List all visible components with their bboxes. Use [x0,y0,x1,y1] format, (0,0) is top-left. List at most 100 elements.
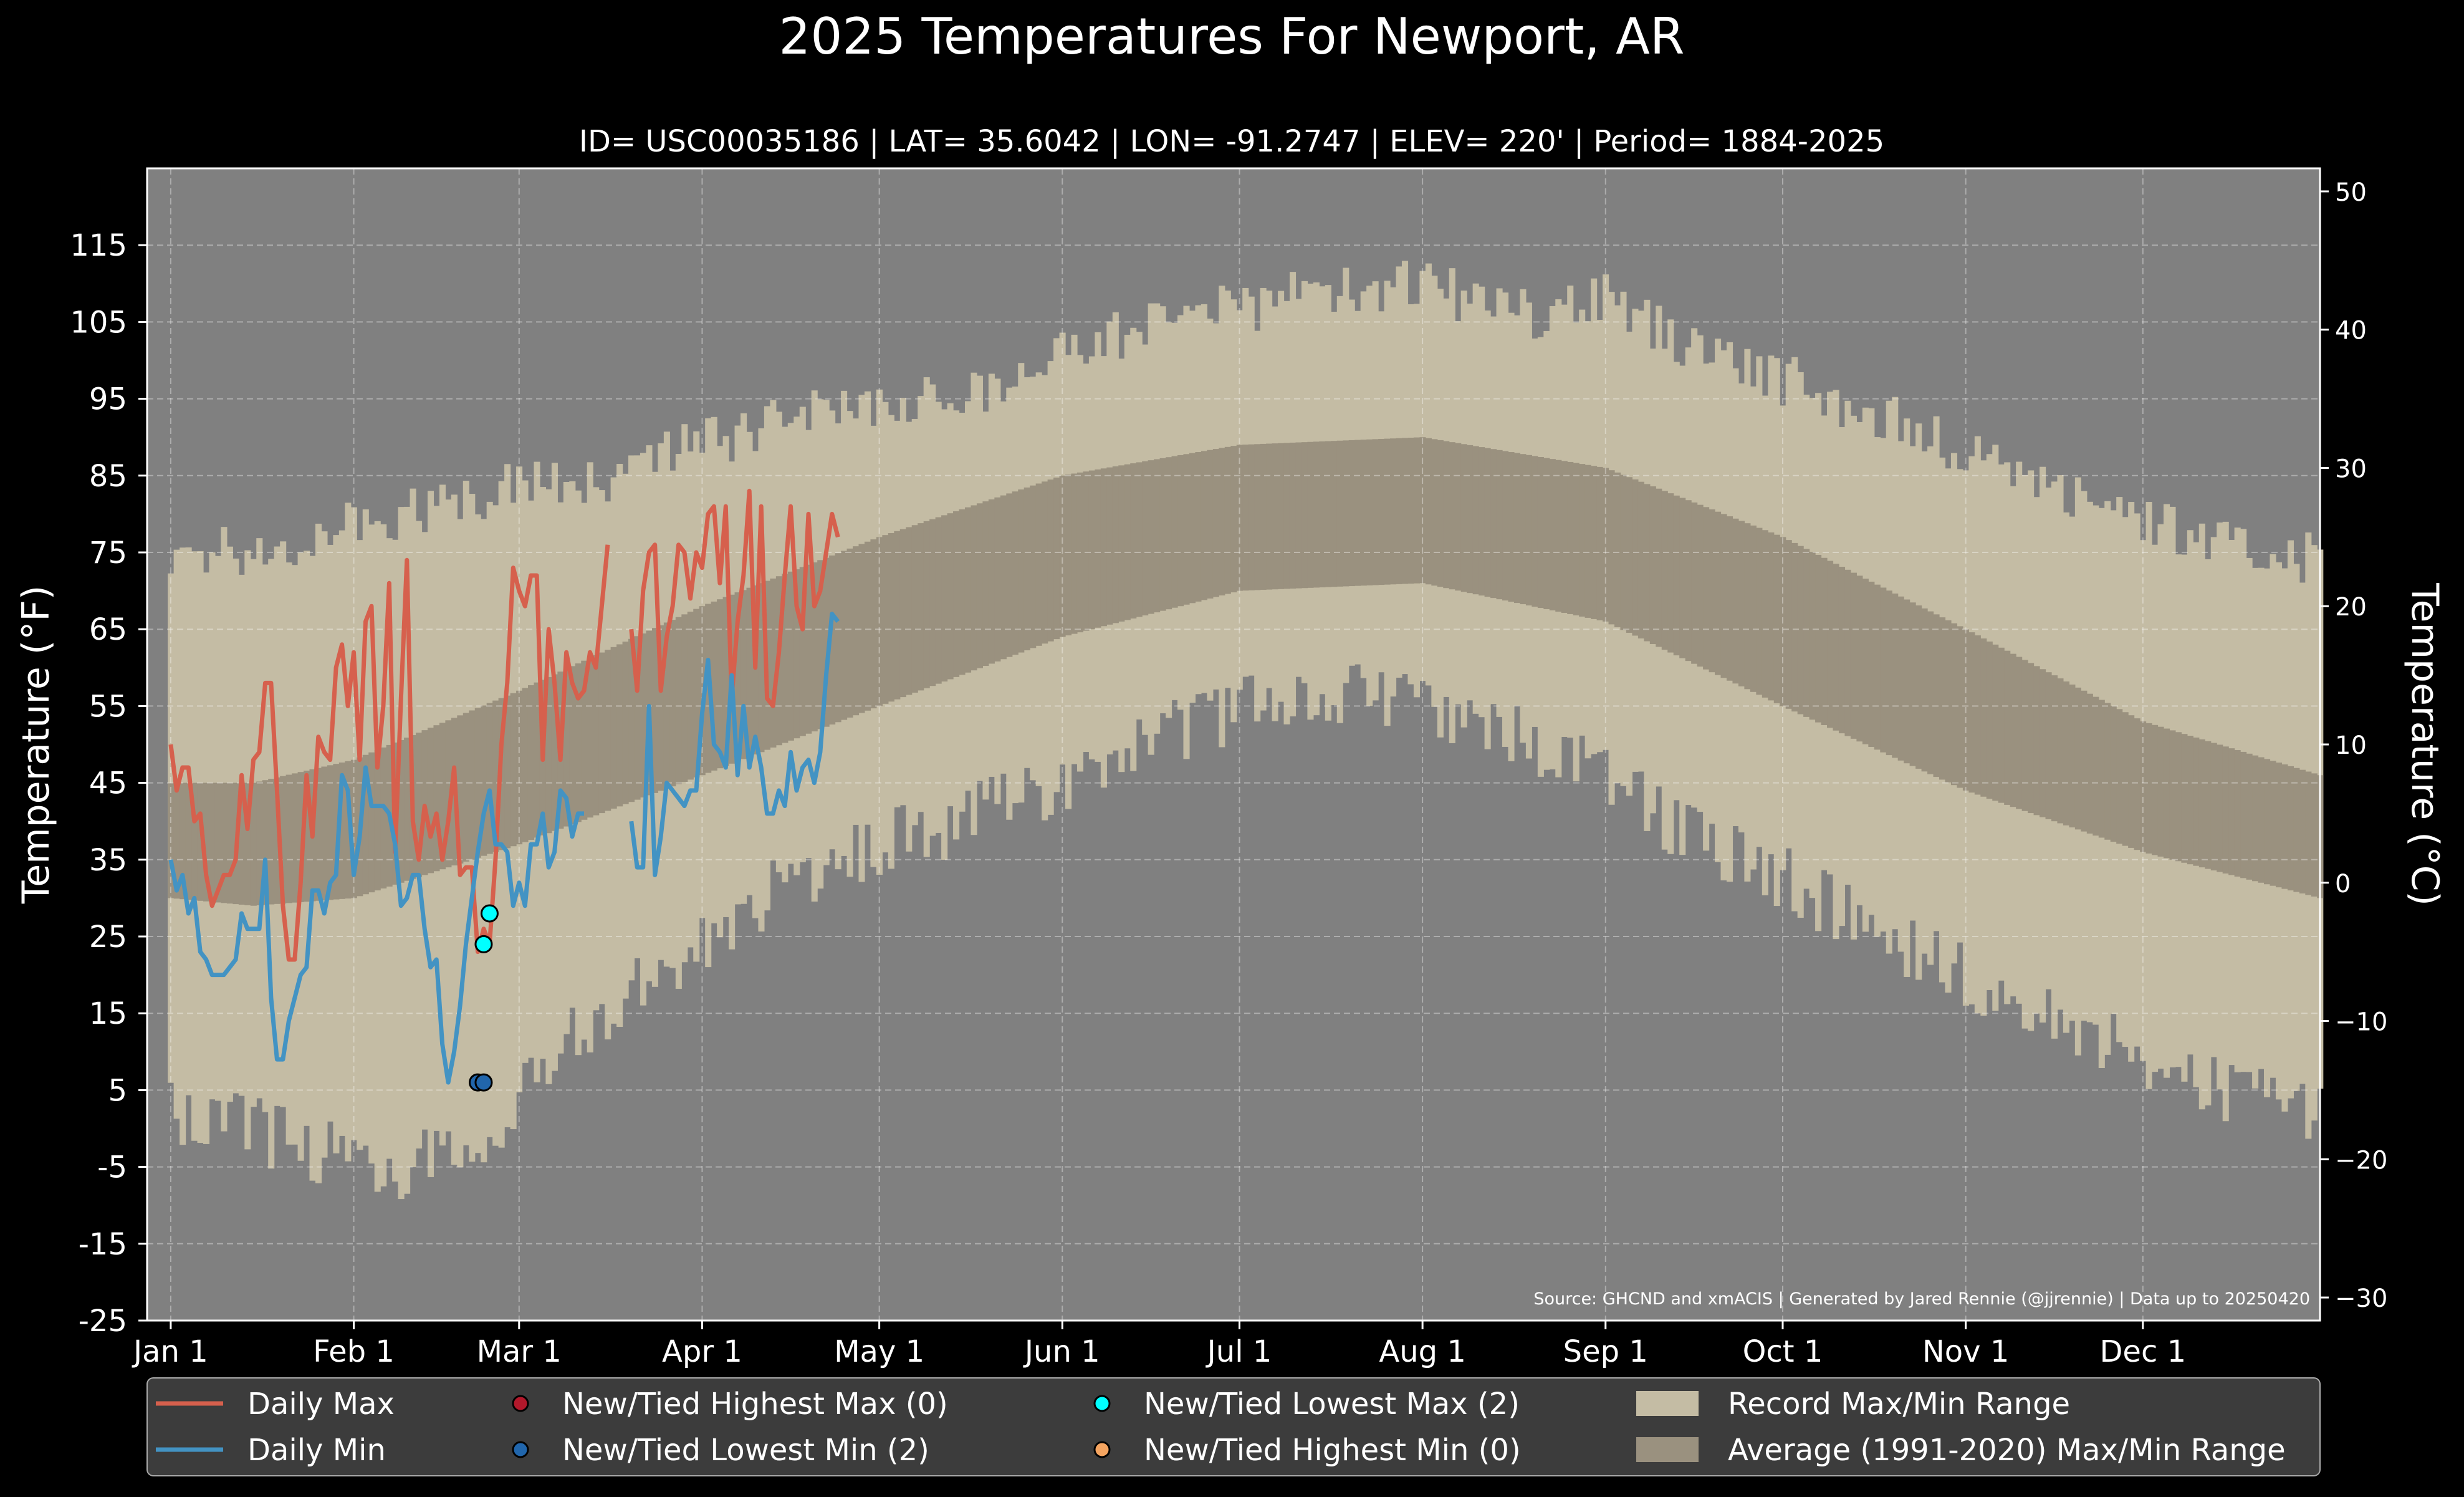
normal-range-bar [2234,750,2241,877]
normal-range-bar [1136,462,1143,617]
normal-range-bar [1780,537,1786,706]
normal-range-bar [870,539,877,709]
normal-range-bar [782,574,789,743]
normal-range-bar [1413,437,1420,584]
normal-range-bar [2140,721,2147,852]
normal-range-bar [2217,744,2223,872]
normal-range-bar [1272,443,1278,590]
normal-range-bar [1673,495,1680,656]
normal-range-bar [1567,461,1574,614]
normal-range-bar [971,505,977,671]
normal-range-bar [481,705,487,856]
normal-range-bar [238,782,245,905]
normal-range-bar [2270,761,2276,886]
legend-label: Daily Max [247,1387,395,1422]
normal-range-bar [1384,438,1391,585]
normal-range-bar [2033,666,2040,816]
normal-range-bar [1620,474,1627,630]
normal-range-bar [2198,739,2205,868]
legend-label: Average (1991-2020) Max/Min Range [1728,1433,2286,1468]
normal-range-bar [1112,466,1119,623]
y-tick-label-left: 65 [89,612,127,647]
normal-range-bar [2157,726,2164,857]
normal-range-bar [1756,527,1763,695]
normal-range-bar [1555,460,1562,612]
normal-range-bar [1431,439,1438,586]
normal-range-bar [1171,456,1178,608]
normal-range-bar [1006,493,1013,657]
normal-range-bar [758,583,765,753]
normal-range-bar [1071,473,1078,634]
normal-range-bar [1986,641,1993,799]
normal-range-bar [1047,479,1054,642]
normal-range-bar [433,725,440,872]
y-tick-label-left: -5 [97,1150,127,1185]
normal-range-bar [2145,723,2152,854]
normal-range-bar [569,666,576,824]
normal-range-bar [1301,442,1308,589]
daily-max-line [168,544,610,962]
y-tick-label-right: 0 [2335,870,2351,898]
normal-range-bar [1537,456,1544,609]
normal-range-bar [2098,700,2105,838]
normal-range-bar [469,710,476,860]
normal-range-bar [445,720,452,868]
normal-range-bar [722,597,729,766]
normal-range-bar [2040,669,2046,817]
normal-range-bar [1520,454,1527,605]
normal-range-bar [1000,495,1007,660]
normal-range-bar [906,527,913,695]
normal-range-bar [1868,581,1875,747]
normal-range-bar [1183,454,1190,605]
normal-range-bar [1313,441,1320,588]
normal-range-bar [982,501,989,667]
normal-range-bar [1827,561,1834,728]
normal-range-bar [888,533,894,702]
normal-range-bar [581,660,588,820]
normal-range-bar [622,642,629,804]
normal-range-bar [1992,644,1999,801]
normal-range-bar [817,560,824,729]
normal-range-bar [1254,444,1261,590]
normal-range-bar [2128,715,2135,848]
normal-range-bar [1862,579,1869,744]
normal-range-bar [2004,650,2011,805]
normal-range-bar [923,521,930,688]
normal-range-bar [593,655,600,816]
y-tick-label-right: −10 [2335,1008,2387,1037]
normal-range-bar [1425,438,1432,585]
normal-range-bar [268,779,275,905]
normal-range-bar [1691,502,1698,664]
normal-range-bar [1331,441,1338,587]
normal-range-bar [1059,475,1066,637]
normal-range-bar [1195,452,1202,602]
normal-range-bar [1957,626,1963,788]
normal-range-bar [2016,657,2023,809]
normal-range-bar [1661,491,1668,650]
normal-range-bar [1278,443,1285,589]
normal-range-bar [1850,572,1857,739]
normal-range-bar [1354,440,1361,586]
y-tick-label-left: 85 [89,459,127,494]
normal-range-bar [1644,484,1651,642]
normal-range-bar [658,625,664,791]
normal-range-bar [1703,507,1710,670]
legend-dot-swatch [1093,1395,1111,1412]
normal-range-bar [964,507,972,673]
normal-range-bar [350,759,357,898]
normal-range-bar [1933,614,1940,777]
normal-range-bar [1076,472,1084,633]
normal-range-bar [2010,653,2016,807]
normal-range-bar [1106,467,1113,625]
normal-range-bar [1803,549,1810,717]
normal-range-bar [1207,450,1214,599]
normal-range-bar [168,782,175,898]
normal-range-bar [2086,693,2093,834]
normal-range-bar [1744,523,1751,690]
normal-range-bar [474,708,481,858]
normal-range-bar [2081,690,2088,832]
normal-range-bar [262,780,269,905]
normal-range-bar [1791,542,1798,712]
normal-range-bar [1042,481,1048,644]
